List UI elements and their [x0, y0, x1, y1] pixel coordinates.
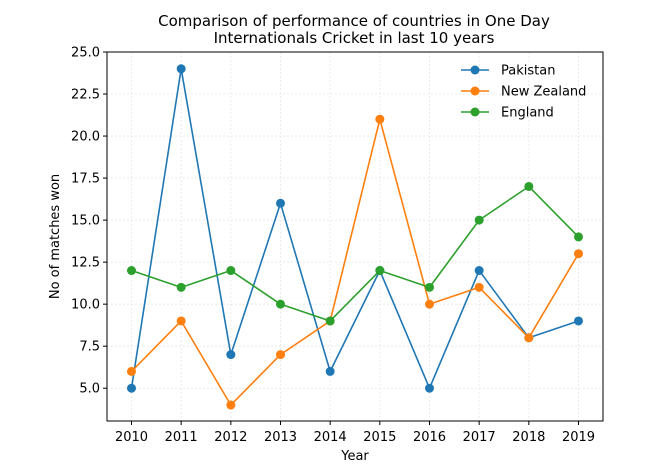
- legend: Pakistan New Zealand England: [461, 64, 586, 121]
- x-axis-ticks: 2010 2011 2012 2013 2014 2015 2016 2017 2018 2019: [115, 421, 595, 445]
- legend-label: England: [501, 106, 554, 121]
- y-tick-label: 20.0: [71, 130, 100, 145]
- y-axis-label: No of matches won: [48, 174, 63, 299]
- y-tick-label: 22.5: [71, 88, 100, 103]
- series-england: [127, 181, 583, 326]
- x-tick-label: 2010: [115, 430, 148, 445]
- data-point-england: [574, 232, 583, 242]
- data-point-pakistan: [325, 366, 335, 376]
- x-tick-label: 2018: [512, 430, 545, 445]
- x-axis-label: Year: [340, 449, 369, 464]
- data-point-england: [127, 266, 136, 276]
- legend-item-new-zealand: New Zealand: [461, 85, 586, 100]
- data-point-england: [176, 282, 186, 292]
- x-tick-label: 2014: [314, 430, 347, 445]
- data-point-pakistan: [176, 64, 186, 74]
- x-tick-label: 2013: [264, 430, 297, 445]
- legend-label: Pakistan: [501, 64, 555, 79]
- legend-label: New Zealand: [501, 85, 586, 100]
- series-layer: [127, 64, 583, 410]
- data-point-pakistan: [226, 350, 236, 360]
- data-point-new-zealand: [524, 333, 534, 343]
- plot-frame: [106, 51, 604, 422]
- legend-swatch-marker: [470, 107, 480, 117]
- chart-title-line-2: Internationals Cricket in last 10 years: [214, 29, 495, 47]
- data-point-england: [524, 181, 534, 191]
- data-point-england: [325, 316, 335, 326]
- data-point-pakistan: [276, 198, 285, 208]
- x-tick-label: 2019: [562, 430, 595, 445]
- data-point-new-zealand: [276, 350, 285, 360]
- data-point-england: [425, 282, 434, 292]
- data-point-pakistan: [574, 316, 583, 326]
- data-point-pakistan: [474, 266, 484, 276]
- x-tick-label: 2012: [214, 430, 247, 445]
- series-new-zealand: [127, 114, 583, 410]
- legend-swatch-marker: [470, 86, 480, 96]
- y-tick-label: 17.5: [71, 172, 100, 187]
- series-line-new-zealand: [130, 118, 580, 406]
- x-tick-label: 2017: [463, 430, 496, 445]
- y-axis-ticks: 5.0 7.5 10.0 12.5 15.0 17.5 20.0 22.5 25.0: [71, 46, 107, 397]
- data-point-new-zealand: [474, 282, 484, 292]
- series-line-england: [131, 185, 580, 322]
- data-point-england: [375, 266, 385, 276]
- x-tick-label: 2011: [165, 430, 198, 445]
- y-tick-label: 7.5: [79, 340, 100, 355]
- y-tick-label: 15.0: [71, 214, 100, 229]
- data-point-new-zealand: [574, 249, 583, 259]
- data-point-new-zealand: [226, 400, 236, 410]
- legend-swatch-marker: [470, 65, 480, 75]
- data-point-england: [276, 299, 285, 309]
- legend-item-england: England: [461, 106, 554, 121]
- y-tick-label: 5.0: [79, 382, 100, 397]
- y-tick-label: 10.0: [71, 298, 100, 313]
- y-tick-label: 25.0: [71, 46, 100, 61]
- chart-title-line-1: Comparison of performance of countries i…: [158, 12, 550, 30]
- data-point-england: [226, 266, 236, 276]
- legend-item-pakistan: Pakistan: [461, 64, 555, 79]
- data-point-new-zealand: [375, 114, 385, 124]
- data-point-new-zealand: [127, 366, 136, 376]
- data-point-new-zealand: [425, 299, 434, 309]
- data-point-pakistan: [127, 383, 136, 393]
- data-point-new-zealand: [176, 316, 186, 326]
- x-tick-label: 2016: [413, 430, 446, 445]
- data-point-pakistan: [425, 383, 434, 393]
- y-tick-label: 12.5: [71, 256, 100, 271]
- data-point-england: [474, 215, 484, 225]
- series-line-pakistan: [130, 68, 579, 390]
- x-tick-label: 2015: [363, 430, 396, 445]
